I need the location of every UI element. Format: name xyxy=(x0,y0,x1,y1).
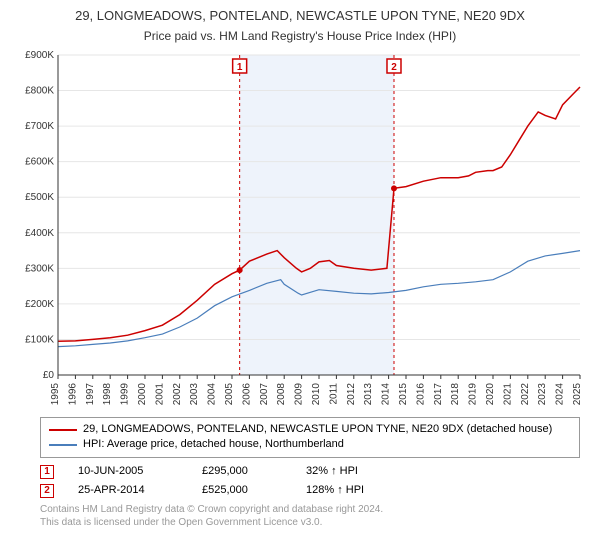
footnote: Contains HM Land Registry data © Crown c… xyxy=(40,503,590,529)
legend-swatch xyxy=(49,429,77,431)
x-tick-label: 1995 xyxy=(50,382,61,405)
y-tick-label: £600K xyxy=(25,157,54,168)
chart-svg: £0 £100K £200K £300K £400K £500K £600K £700K £80… xyxy=(10,49,590,409)
sale-row: 1 10-JUN-2005 £295,000 32% ↑ HPI xyxy=(40,462,580,482)
sale-pct: 128% ↑ HPI xyxy=(306,481,406,501)
sale-marker-num: 1 xyxy=(237,62,243,73)
x-tick-label: 2012 xyxy=(346,382,357,405)
legend-label: 29, LONGMEADOWS, PONTELAND, NEWCASTLE UP… xyxy=(83,422,552,437)
x-tick-label: 2000 xyxy=(137,382,148,405)
chart-subtitle: Price paid vs. HM Land Registry's House … xyxy=(10,29,590,43)
x-tick-label: 2003 xyxy=(189,382,200,405)
x-tick-label: 2019 xyxy=(468,382,479,405)
sales-table: 1 10-JUN-2005 £295,000 32% ↑ HPI 2 25-APR-201… xyxy=(40,462,580,502)
y-tick-label: £300K xyxy=(25,263,54,274)
x-tick-label: 2005 xyxy=(224,382,235,405)
sale-point xyxy=(391,185,397,191)
x-tick-label: 1997 xyxy=(85,382,96,405)
sale-row-marker: 1 xyxy=(40,465,54,479)
chart-title: 29, LONGMEADOWS, PONTELAND, NEWCASTLE UP… xyxy=(10,8,590,25)
x-tick-label: 2015 xyxy=(398,382,409,405)
x-tick-label: 2010 xyxy=(311,382,322,405)
x-tick-label: 2020 xyxy=(485,382,496,405)
x-tick-label: 2021 xyxy=(502,382,513,405)
x-tick-label: 2024 xyxy=(555,382,566,405)
x-tick-label: 2017 xyxy=(433,382,444,405)
shade-band xyxy=(240,55,394,375)
x-tick-label: 2016 xyxy=(415,382,426,405)
sale-price: £525,000 xyxy=(202,481,282,501)
x-tick-label: 2002 xyxy=(172,382,183,405)
legend-box: 29, LONGMEADOWS, PONTELAND, NEWCASTLE UP… xyxy=(40,417,580,458)
x-tick-label: 2001 xyxy=(154,382,165,405)
sale-pct: 32% ↑ HPI xyxy=(306,462,406,482)
x-tick-label: 2007 xyxy=(259,382,270,405)
x-tick-label: 2006 xyxy=(241,382,252,405)
x-tick-label: 2025 xyxy=(572,382,583,405)
footnote-line: This data is licensed under the Open Gov… xyxy=(40,516,590,529)
chart-container: 29, LONGMEADOWS, PONTELAND, NEWCASTLE UP… xyxy=(0,0,600,533)
sale-date: 25-APR-2014 xyxy=(78,481,178,501)
x-tick-label: 2018 xyxy=(450,382,461,405)
legend-label: HPI: Average price, detached house, Nort… xyxy=(83,437,344,452)
y-tick-label: £800K xyxy=(25,85,54,96)
legend-row: 29, LONGMEADOWS, PONTELAND, NEWCASTLE UP… xyxy=(49,422,571,437)
y-tick-label: £900K xyxy=(25,50,54,61)
x-tick-label: 2013 xyxy=(363,382,374,405)
legend-swatch xyxy=(49,444,77,446)
sale-date: 10-JUN-2005 xyxy=(78,462,178,482)
x-tick-label: 2022 xyxy=(520,382,531,405)
legend-row: HPI: Average price, detached house, Nort… xyxy=(49,437,571,452)
sale-row-marker: 2 xyxy=(40,484,54,498)
y-tick-label: £100K xyxy=(25,334,54,345)
plot-area: £0 £100K £200K £300K £400K £500K £600K £700K £80… xyxy=(10,49,590,409)
x-tick-label: 2009 xyxy=(294,382,305,405)
y-tick-label: £700K xyxy=(25,121,54,132)
y-tick-label: £0 xyxy=(43,370,55,381)
sale-marker-num: 2 xyxy=(391,62,397,73)
sale-point xyxy=(237,267,243,273)
x-tick-label: 1996 xyxy=(67,382,78,405)
x-tick-label: 2008 xyxy=(276,382,287,405)
y-tick-label: £200K xyxy=(25,299,54,310)
x-tick-label: 1998 xyxy=(102,382,113,405)
x-tick-label: 2011 xyxy=(328,382,339,404)
x-tick-label: 2014 xyxy=(381,382,392,405)
footnote-line: Contains HM Land Registry data © Crown c… xyxy=(40,503,590,516)
y-tick-label: £400K xyxy=(25,228,54,239)
x-tick-label: 2023 xyxy=(537,382,548,405)
x-tick-label: 1999 xyxy=(120,382,131,405)
y-tick-label: £500K xyxy=(25,192,54,203)
x-tick-label: 2004 xyxy=(207,382,218,405)
sale-price: £295,000 xyxy=(202,462,282,482)
sale-row: 2 25-APR-2014 £525,000 128% ↑ HPI xyxy=(40,481,580,501)
